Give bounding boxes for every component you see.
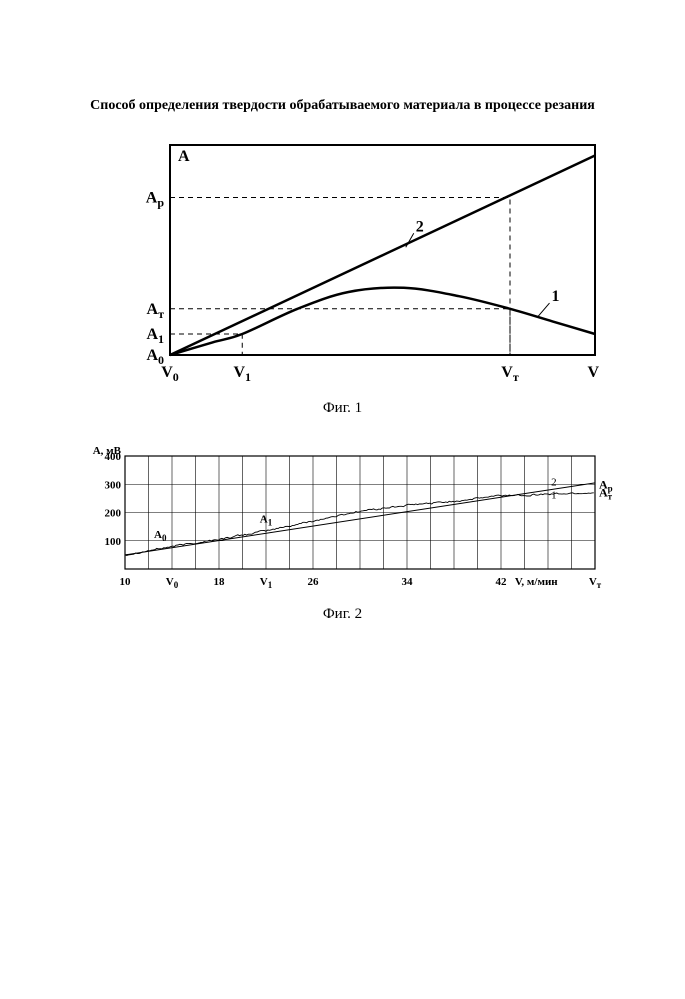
svg-text:100: 100 <box>105 536 122 548</box>
svg-text:10: 10 <box>120 576 132 588</box>
svg-text:2: 2 <box>551 477 557 489</box>
svg-text:18: 18 <box>214 576 226 588</box>
figure-2-svg: 100200300400А, мВ1018263442V0V1VтV, м/ми… <box>80 440 630 595</box>
svg-text:A1: A1 <box>146 326 164 346</box>
svg-text:А, мВ: А, мВ <box>93 445 122 457</box>
svg-text:2: 2 <box>416 218 424 235</box>
figure-2: 100200300400А, мВ1018263442V0V1VтV, м/ми… <box>80 440 630 595</box>
svg-text:26: 26 <box>308 576 320 588</box>
svg-text:V, м/мин: V, м/мин <box>515 576 558 588</box>
svg-text:200: 200 <box>105 508 122 520</box>
svg-text:V0: V0 <box>166 576 179 590</box>
svg-text:Vт: Vт <box>589 576 602 590</box>
page: Способ определения твердости обрабатывае… <box>0 0 685 999</box>
figure-1-svg: A0A1AтAрAV0V1VтV21 <box>120 135 610 385</box>
svg-text:Vт: Vт <box>501 364 519 384</box>
svg-text:1: 1 <box>551 489 557 501</box>
svg-text:A1: A1 <box>260 514 273 528</box>
svg-text:V: V <box>587 364 599 381</box>
figure-1: A0A1AтAрAV0V1VтV21 <box>120 135 610 385</box>
svg-text:V0: V0 <box>161 364 179 384</box>
svg-text:Aр: Aр <box>146 190 165 210</box>
svg-text:Aт: Aт <box>147 301 165 321</box>
page-title: Способ определения твердости обрабатывае… <box>0 98 685 114</box>
figure-1-caption: Фиг. 1 <box>0 400 685 417</box>
svg-text:A0: A0 <box>154 529 167 543</box>
svg-text:300: 300 <box>105 479 122 491</box>
svg-text:1: 1 <box>552 288 560 305</box>
svg-text:42: 42 <box>496 576 508 588</box>
svg-text:34: 34 <box>402 576 414 588</box>
svg-text:A: A <box>178 148 190 165</box>
svg-text:V1: V1 <box>233 364 251 384</box>
figure-2-caption: Фиг. 2 <box>0 606 685 623</box>
svg-text:V1: V1 <box>260 576 273 590</box>
